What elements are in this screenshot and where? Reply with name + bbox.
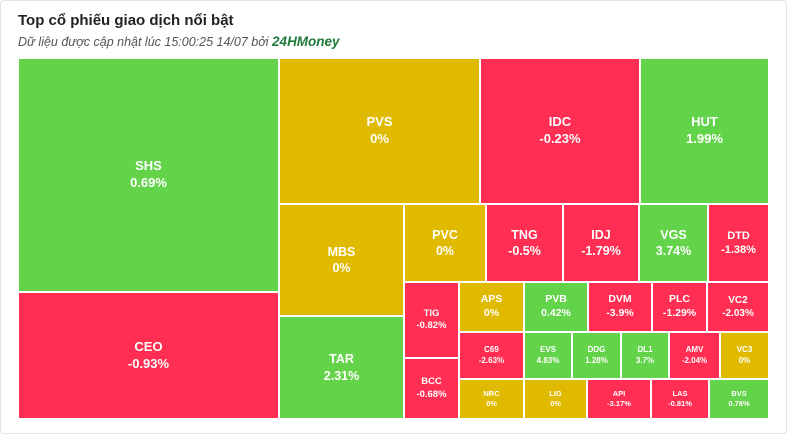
treemap-tile-tng[interactable]: TNG -0.5% bbox=[486, 204, 563, 282]
tile-ticker: VC2 bbox=[728, 295, 748, 306]
treemap-tile-vc3[interactable]: VC3 0% bbox=[720, 332, 769, 379]
treemap-tile-lig[interactable]: LIG 0% bbox=[524, 379, 587, 419]
treemap-tile-plc[interactable]: PLC -1.29% bbox=[652, 282, 707, 332]
tile-ticker: IDC bbox=[548, 114, 572, 130]
tile-change: 0% bbox=[370, 131, 389, 146]
treemap-tile-dl1[interactable]: DL1 3.7% bbox=[621, 332, 669, 379]
treemap-tile-tig[interactable]: TIG -0.82% bbox=[404, 282, 459, 358]
tile-ticker: DDG bbox=[587, 345, 606, 355]
treemap-tile-pvc[interactable]: PVC 0% bbox=[404, 204, 486, 282]
treemap-tile-idj[interactable]: IDJ -1.79% bbox=[563, 204, 639, 282]
tile-ticker: API bbox=[612, 389, 626, 399]
tile-ticker: TIG bbox=[423, 307, 440, 319]
tile-change: 0% bbox=[332, 261, 351, 275]
treemap-tile-amv[interactable]: AMV -2.04% bbox=[669, 332, 720, 379]
treemap-tile-nrc[interactable]: NRC 0% bbox=[459, 379, 524, 419]
treemap-tile-vgs[interactable]: VGS 3.74% bbox=[639, 204, 708, 282]
tile-change: 3.7% bbox=[635, 355, 655, 365]
tile-ticker: BCC bbox=[421, 376, 442, 388]
tile-ticker: C69 bbox=[484, 345, 499, 355]
tile-ticker: PVB bbox=[545, 293, 567, 306]
tile-ticker: HUT bbox=[691, 114, 718, 130]
tile-change: -0.5% bbox=[508, 244, 541, 258]
tile-ticker: VC3 bbox=[736, 345, 753, 355]
treemap-tile-shs[interactable]: SHS 0.69% bbox=[18, 58, 279, 292]
treemap-tile-tar[interactable]: TAR 2.31% bbox=[279, 316, 404, 419]
tile-ticker: VGS bbox=[660, 227, 687, 242]
tile-change: 0% bbox=[483, 307, 500, 319]
chart-title: Top cổ phiếu giao dịch nổi bật bbox=[18, 12, 234, 29]
tile-change: -0.93% bbox=[127, 355, 170, 371]
tile-change: 0% bbox=[550, 399, 561, 408]
tile-change: -2.03% bbox=[722, 308, 754, 319]
treemap-tile-ddg[interactable]: DDG 1.28% bbox=[572, 332, 621, 379]
tile-ticker: CEO bbox=[134, 338, 163, 354]
tile-ticker: PVC bbox=[432, 227, 458, 242]
tile-ticker: TNG bbox=[511, 227, 538, 242]
tile-ticker: APS bbox=[480, 293, 503, 306]
tile-change: 0% bbox=[738, 355, 751, 365]
chart-subtitle: Dữ liệu được cập nhật lúc 15:00:25 14/07… bbox=[18, 34, 340, 49]
stock-treemap: SHS 0.69% CEO -0.93% PVS 0% IDC -0.23% HUT 1.99% M… bbox=[18, 58, 769, 419]
tile-ticker: PLC bbox=[669, 293, 690, 306]
tile-ticker: TAR bbox=[329, 352, 354, 367]
tile-change: 1.99% bbox=[686, 131, 723, 146]
tile-ticker: DTD bbox=[727, 229, 750, 242]
tile-ticker: NRC bbox=[483, 389, 500, 399]
treemap-tile-las[interactable]: LAS -0.81% bbox=[651, 379, 709, 419]
treemap-tile-evs[interactable]: EVS 4.83% bbox=[524, 332, 572, 379]
treemap-tile-bvs[interactable]: BVS 0.78% bbox=[709, 379, 769, 419]
tile-ticker: AMV bbox=[685, 345, 704, 355]
tile-change: -1.38% bbox=[721, 244, 756, 256]
treemap-tile-dvm[interactable]: DVM -3.9% bbox=[588, 282, 652, 332]
treemap-tile-aps[interactable]: APS 0% bbox=[459, 282, 524, 332]
tile-change: 0.78% bbox=[728, 399, 750, 408]
tile-change: -2.63% bbox=[478, 355, 505, 365]
treemap-tile-ceo[interactable]: CEO -0.93% bbox=[18, 292, 279, 419]
tile-change: -1.29% bbox=[662, 307, 697, 319]
tile-change: -0.23% bbox=[539, 131, 581, 146]
treemap-tile-bcc[interactable]: BCC -0.68% bbox=[404, 358, 459, 419]
tile-change: -3.17% bbox=[607, 399, 631, 408]
tile-ticker: PVS bbox=[366, 114, 393, 130]
treemap-tile-hut[interactable]: HUT 1.99% bbox=[640, 58, 769, 204]
update-note: Dữ liệu được cập nhật lúc 15:00:25 14/07… bbox=[18, 35, 269, 49]
treemap-tile-c69[interactable]: C69 -2.63% bbox=[459, 332, 524, 379]
tile-ticker: LAS bbox=[672, 389, 688, 399]
tile-change: -2.04% bbox=[681, 355, 708, 365]
tile-ticker: DL1 bbox=[637, 345, 653, 355]
tile-change: 0.42% bbox=[541, 307, 571, 319]
tile-ticker: BVS bbox=[731, 389, 747, 399]
tile-change: -0.81% bbox=[668, 399, 692, 408]
tile-ticker: SHS bbox=[135, 158, 162, 174]
tile-change: 4.83% bbox=[536, 355, 560, 365]
tile-ticker: EVS bbox=[539, 345, 556, 355]
tile-ticker: MBS bbox=[327, 244, 356, 259]
tile-ticker: LIG bbox=[549, 389, 562, 399]
treemap-tile-idc[interactable]: IDC -0.23% bbox=[480, 58, 640, 204]
tile-change: 3.74% bbox=[655, 244, 692, 258]
tile-change: -3.9% bbox=[606, 307, 634, 319]
tile-change: 0% bbox=[486, 399, 497, 408]
brand-link[interactable]: 24HMoney bbox=[272, 34, 340, 49]
treemap-tile-mbs[interactable]: MBS 0% bbox=[279, 204, 404, 316]
tile-change: -0.82% bbox=[416, 320, 447, 331]
tile-change: -0.68% bbox=[416, 388, 447, 400]
tile-change: -1.79% bbox=[581, 244, 621, 258]
treemap-tile-pvb[interactable]: PVB 0.42% bbox=[524, 282, 588, 332]
tile-ticker: DVM bbox=[608, 293, 632, 306]
tile-ticker: IDJ bbox=[591, 227, 611, 242]
tile-change: 0.69% bbox=[130, 175, 167, 190]
treemap-tile-api[interactable]: API -3.17% bbox=[587, 379, 651, 419]
treemap-tile-vc2[interactable]: VC2 -2.03% bbox=[707, 282, 769, 332]
tile-change: 0% bbox=[435, 244, 455, 258]
tile-change: 2.31% bbox=[323, 368, 360, 383]
treemap-tile-pvs[interactable]: PVS 0% bbox=[279, 58, 480, 204]
tile-change: 1.28% bbox=[585, 355, 608, 365]
treemap-tile-dtd[interactable]: DTD -1.38% bbox=[708, 204, 769, 282]
